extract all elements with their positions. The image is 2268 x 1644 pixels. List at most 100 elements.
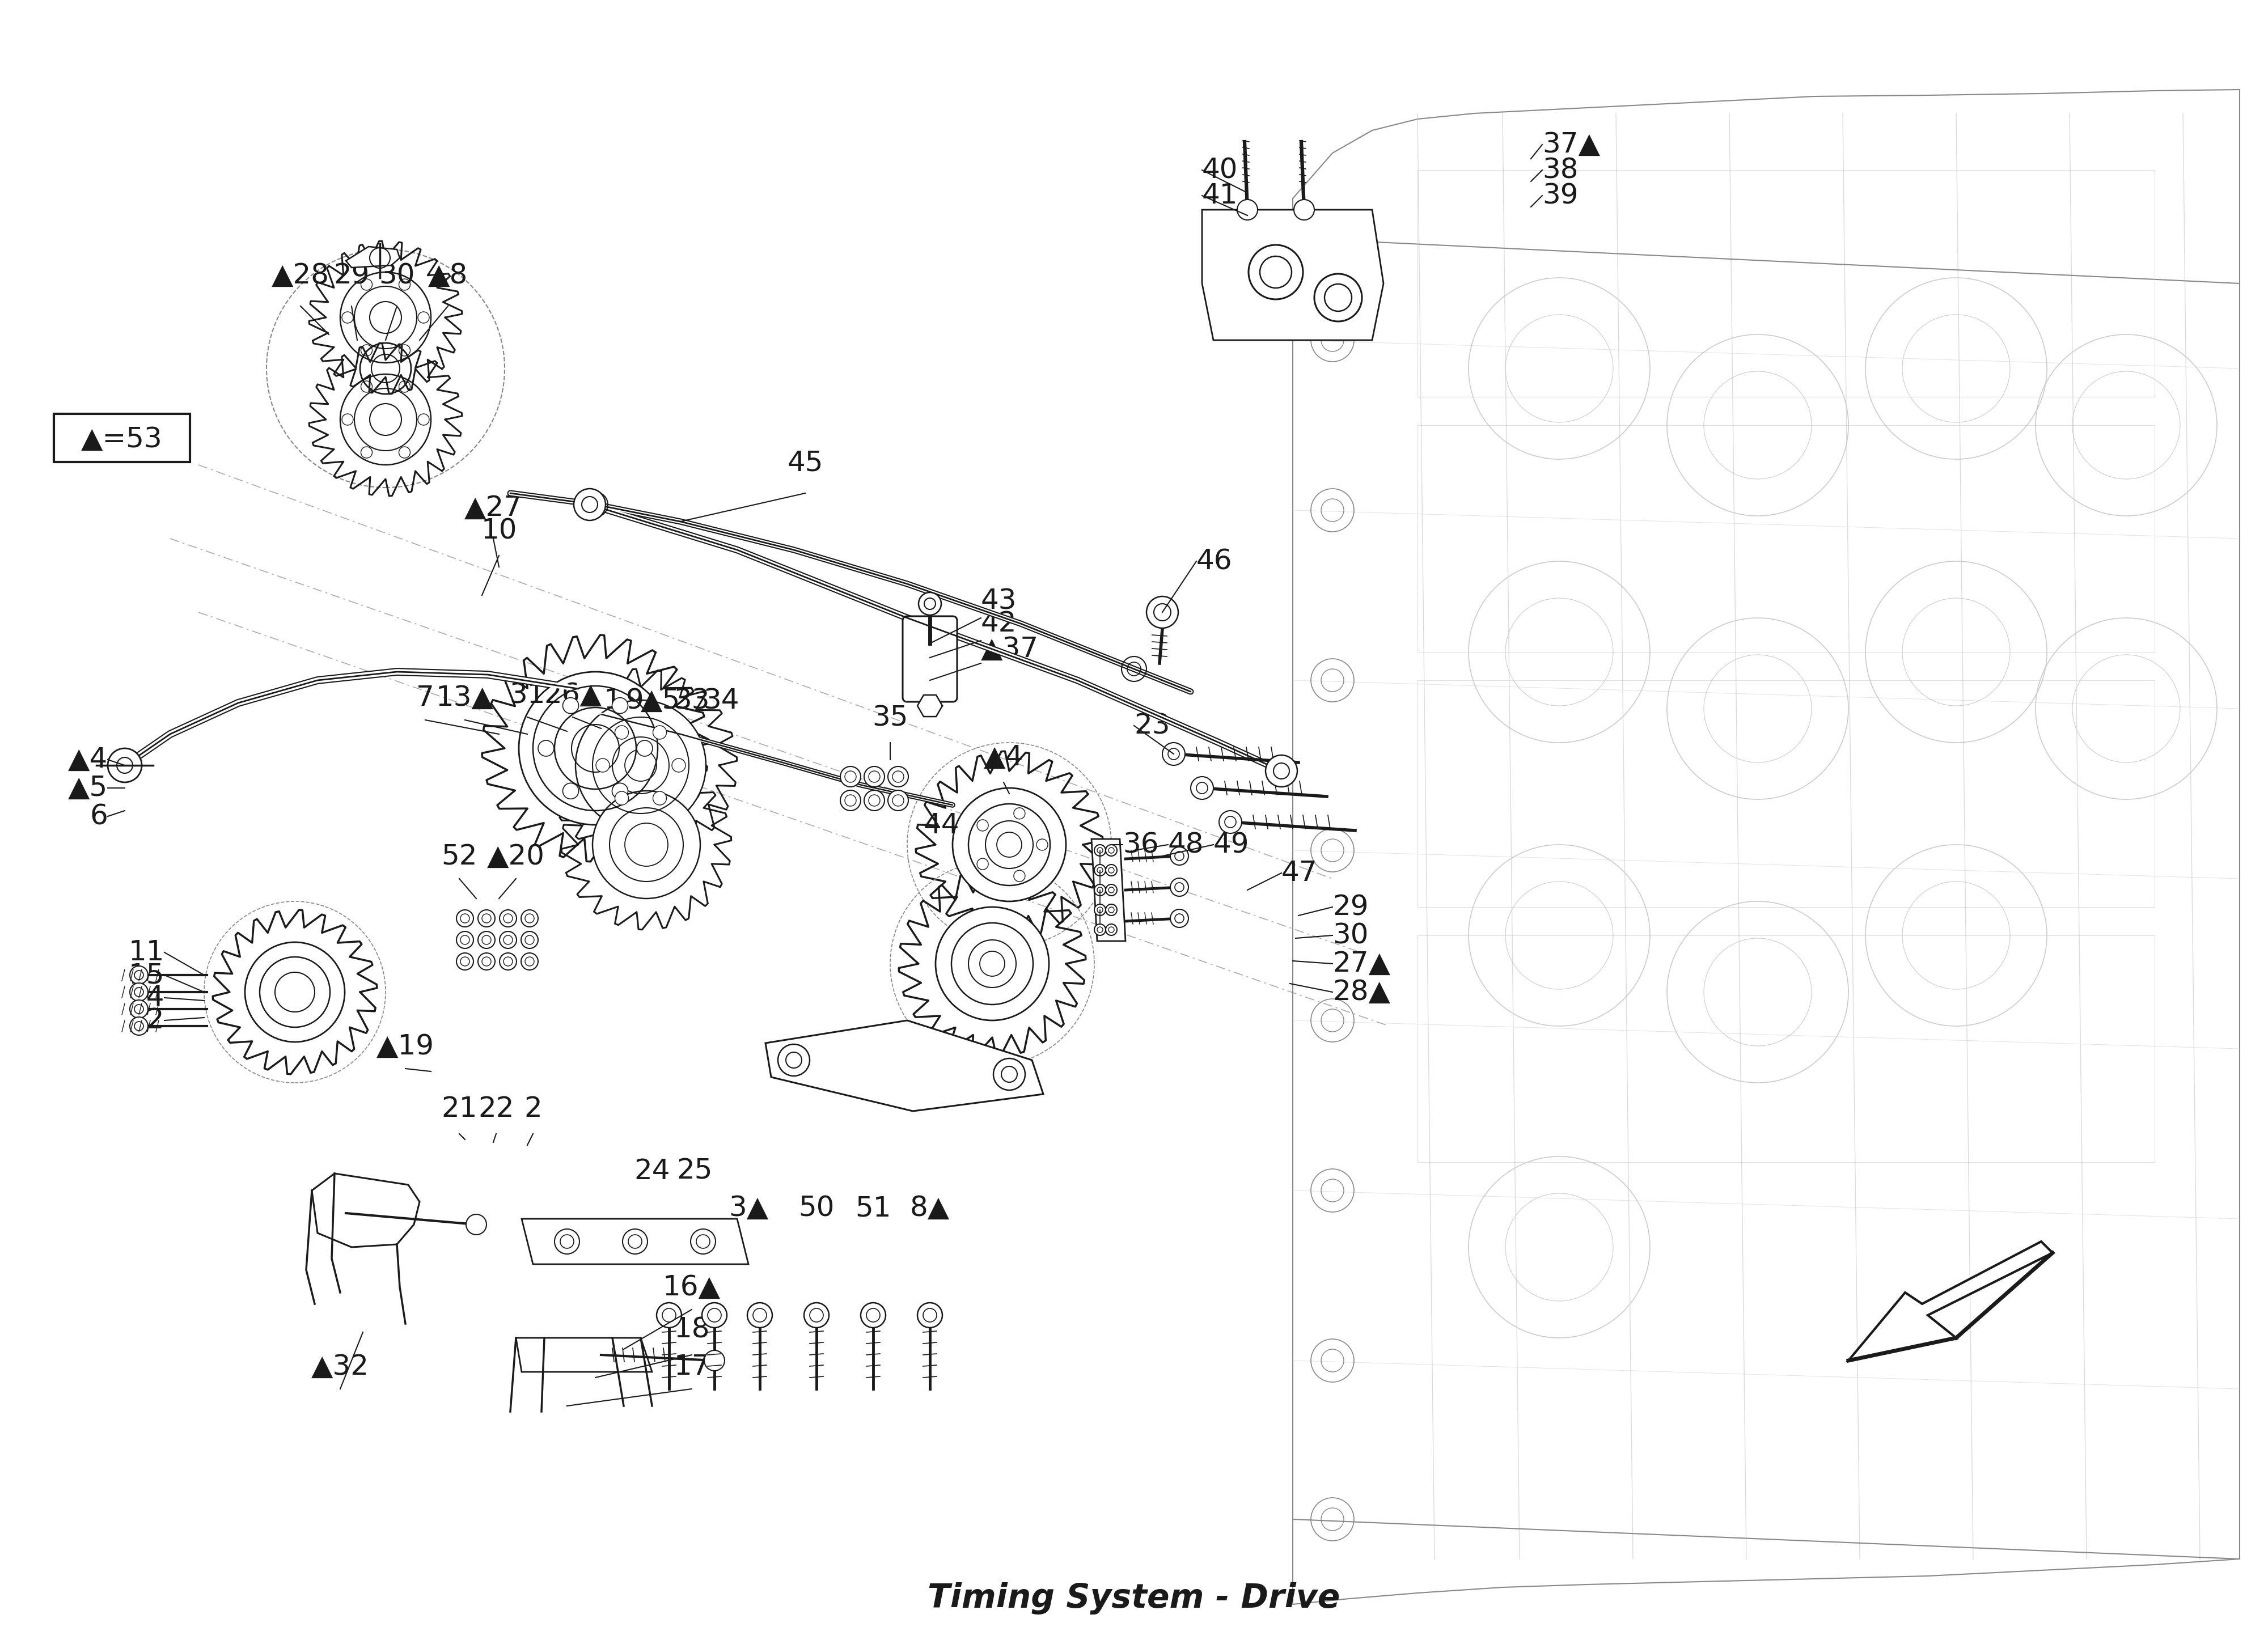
Text: 45: 45 (787, 449, 823, 477)
Text: 3▲: 3▲ (728, 1195, 769, 1221)
Circle shape (953, 787, 1066, 901)
Text: 52: 52 (442, 843, 476, 870)
Circle shape (1107, 924, 1116, 935)
Text: 29: 29 (1334, 893, 1368, 921)
Circle shape (615, 725, 628, 740)
Text: 36: 36 (1123, 832, 1159, 858)
Circle shape (596, 758, 610, 773)
Text: 21: 21 (442, 1095, 476, 1123)
Text: 39: 39 (1542, 182, 1579, 209)
Circle shape (467, 1215, 485, 1235)
Circle shape (522, 954, 538, 970)
Text: 30: 30 (1334, 922, 1368, 949)
Text: 33: 33 (674, 687, 710, 713)
Circle shape (1107, 884, 1116, 896)
Polygon shape (1202, 210, 1383, 340)
Polygon shape (345, 247, 399, 268)
Circle shape (978, 820, 989, 830)
Text: 42: 42 (980, 610, 1016, 638)
Text: 23: 23 (1134, 712, 1170, 740)
Circle shape (1036, 838, 1048, 850)
Circle shape (993, 1059, 1025, 1090)
Text: 41: 41 (1202, 182, 1238, 209)
Circle shape (839, 791, 862, 810)
Polygon shape (517, 1338, 653, 1371)
Circle shape (653, 791, 667, 806)
Circle shape (1170, 847, 1188, 865)
Text: ▲27: ▲27 (465, 495, 522, 521)
Circle shape (1170, 909, 1188, 927)
Text: 9: 9 (626, 687, 644, 713)
Text: 25: 25 (676, 1157, 712, 1185)
Text: 7: 7 (417, 684, 433, 712)
Circle shape (592, 791, 701, 899)
Circle shape (1093, 884, 1107, 896)
Text: ▲37: ▲37 (980, 636, 1039, 663)
Circle shape (1014, 807, 1025, 819)
Circle shape (615, 791, 628, 806)
Circle shape (499, 954, 517, 970)
Text: ▲32: ▲32 (311, 1353, 370, 1381)
Circle shape (1266, 755, 1297, 787)
Text: 8▲: 8▲ (909, 1195, 950, 1221)
Circle shape (703, 1302, 726, 1328)
Text: 27▲: 27▲ (1334, 950, 1390, 977)
Circle shape (937, 907, 1048, 1021)
Text: 1: 1 (603, 687, 621, 713)
Circle shape (519, 672, 671, 825)
Text: 26▲: 26▲ (544, 681, 601, 709)
Circle shape (1093, 904, 1107, 916)
Circle shape (1093, 845, 1107, 857)
Circle shape (1148, 597, 1179, 628)
Circle shape (129, 967, 147, 985)
Circle shape (538, 740, 553, 756)
Circle shape (129, 1000, 147, 1018)
Circle shape (689, 1230, 717, 1254)
Text: 40: 40 (1202, 156, 1238, 184)
Circle shape (612, 697, 628, 713)
Circle shape (748, 1302, 771, 1328)
Circle shape (1107, 904, 1116, 916)
Circle shape (864, 791, 885, 810)
Text: 47: 47 (1281, 860, 1318, 886)
Circle shape (109, 748, 141, 783)
Circle shape (456, 909, 474, 927)
Text: 11: 11 (129, 939, 163, 967)
Circle shape (456, 954, 474, 970)
Circle shape (574, 488, 606, 521)
Circle shape (658, 1302, 680, 1328)
Text: ▲5: ▲5 (68, 774, 109, 802)
Text: 38: 38 (1542, 156, 1579, 184)
Circle shape (479, 932, 494, 949)
Circle shape (479, 954, 494, 970)
Text: 48: 48 (1168, 832, 1204, 858)
Circle shape (129, 983, 147, 1001)
Circle shape (621, 1230, 649, 1254)
Text: 50: 50 (798, 1195, 835, 1221)
Text: ▲28: ▲28 (272, 261, 329, 289)
Text: 2: 2 (524, 1095, 542, 1123)
Text: 15: 15 (129, 962, 163, 988)
Text: 16▲: 16▲ (662, 1274, 721, 1300)
Circle shape (1014, 870, 1025, 881)
Circle shape (637, 740, 653, 756)
Polygon shape (313, 1174, 420, 1248)
Polygon shape (1091, 838, 1125, 940)
Text: ▲4: ▲4 (68, 746, 109, 773)
Text: 31: 31 (510, 681, 544, 709)
Circle shape (916, 1302, 943, 1328)
Circle shape (671, 758, 685, 773)
Polygon shape (767, 1021, 1043, 1111)
Circle shape (479, 909, 494, 927)
Text: 17: 17 (674, 1353, 710, 1381)
Circle shape (553, 1230, 581, 1254)
Circle shape (1093, 865, 1107, 876)
Circle shape (864, 766, 885, 787)
Text: ▲4: ▲4 (984, 743, 1023, 771)
Circle shape (889, 791, 907, 810)
Text: 44: 44 (923, 812, 959, 838)
Polygon shape (916, 695, 943, 717)
Text: 6: 6 (91, 802, 109, 830)
Circle shape (1107, 845, 1116, 857)
Circle shape (1191, 776, 1213, 799)
